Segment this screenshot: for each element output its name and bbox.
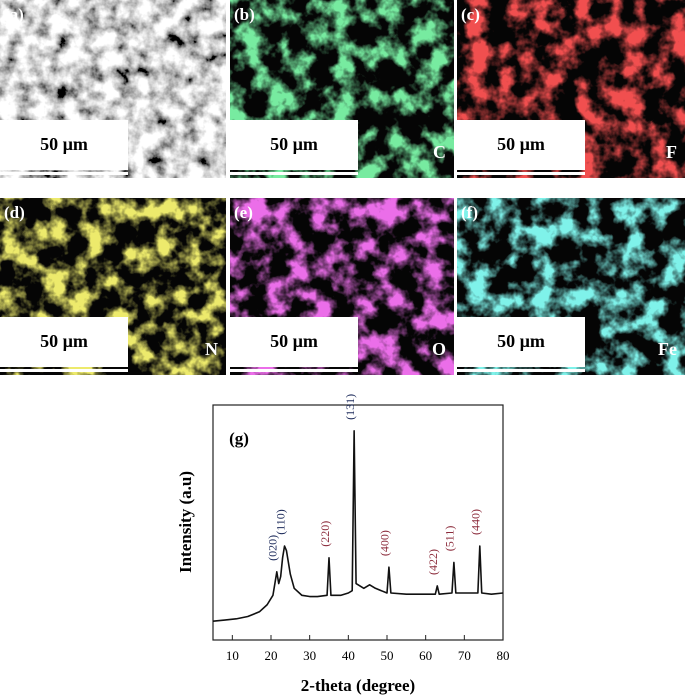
scale-text: 50 µm <box>497 331 545 351</box>
peak-label: (440) <box>469 509 483 535</box>
x-tick-label: 30 <box>303 648 316 663</box>
scale-text: 50 µm <box>40 331 88 351</box>
peak-label: (422) <box>426 549 440 575</box>
x-tick-label: 70 <box>458 648 471 663</box>
panel-label: (a) <box>4 5 24 24</box>
x-axis-label: 2-theta (degree) <box>301 676 415 695</box>
x-tick-label: 60 <box>419 648 432 663</box>
element-label: Fe <box>658 339 677 359</box>
scale-bar <box>230 172 358 175</box>
panel-label: (b) <box>234 5 255 24</box>
scale-bar <box>0 172 128 175</box>
plot-frame <box>212 404 504 641</box>
panel-label: (g) <box>229 429 249 448</box>
element-label: C <box>433 142 446 162</box>
scale-box <box>230 120 358 170</box>
y-axis-label: Intensity (a.u) <box>176 471 195 573</box>
element-label: N <box>205 339 218 359</box>
scale-bar <box>0 369 128 372</box>
x-tick-label: 50 <box>381 648 394 663</box>
peak-label: (511) <box>443 526 457 552</box>
scale-bar <box>457 369 585 372</box>
scale-bar <box>457 172 585 175</box>
panel-label: (e) <box>234 203 253 222</box>
scale-bar <box>230 369 358 372</box>
x-tick-label: 40 <box>342 648 355 663</box>
scale-box <box>457 120 585 170</box>
peak-label: (020) <box>266 535 280 561</box>
scale-text: 50 µm <box>270 331 318 351</box>
panel-label: (d) <box>4 203 25 222</box>
scale-box <box>0 317 128 367</box>
peak-label: (220) <box>318 521 332 547</box>
scale-box <box>230 317 358 367</box>
panel-label: (f) <box>461 203 478 222</box>
element-label: O <box>432 339 446 359</box>
peak-label: (400) <box>378 530 392 556</box>
peak-label: (110) <box>273 509 287 535</box>
scale-box <box>457 317 585 367</box>
x-tick-label: 20 <box>265 648 278 663</box>
scale-text: 50 µm <box>497 134 545 154</box>
x-tick-label: 80 <box>497 648 510 663</box>
peak-label: (131) <box>343 394 357 420</box>
panel-label: (c) <box>461 5 480 24</box>
element-label: F <box>666 142 677 162</box>
x-tick-label: 10 <box>226 648 239 663</box>
scale-box <box>0 120 128 170</box>
xrd-pattern <box>212 430 504 622</box>
scale-text: 50 µm <box>270 134 318 154</box>
scale-text: 50 µm <box>40 134 88 154</box>
